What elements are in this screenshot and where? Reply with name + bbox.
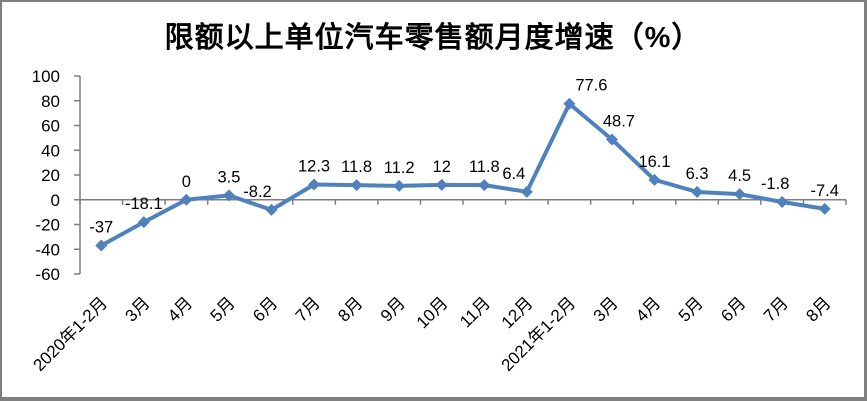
data-label: -37 bbox=[89, 219, 113, 237]
data-label: 77.6 bbox=[575, 77, 607, 95]
data-label: 0 bbox=[182, 173, 191, 191]
data-point-marker bbox=[478, 179, 491, 192]
x-category-label: 7月 bbox=[292, 293, 324, 325]
data-label: 4.5 bbox=[728, 167, 751, 185]
data-point-marker bbox=[435, 178, 448, 191]
chart-title: 限额以上单位汽车零售额月度增速（%） bbox=[164, 22, 702, 54]
data-label: 12 bbox=[433, 158, 451, 176]
y-tick-label: -20 bbox=[35, 216, 60, 235]
x-category-label: 4月 bbox=[164, 293, 196, 325]
data-label: 11.8 bbox=[469, 158, 500, 176]
x-category-label: 10月 bbox=[413, 293, 452, 332]
y-tick-label: 80 bbox=[41, 92, 60, 111]
data-label: 11.2 bbox=[384, 159, 415, 177]
data-label: -8.2 bbox=[243, 183, 271, 201]
data-point-marker bbox=[776, 195, 789, 208]
x-category-label: 5月 bbox=[675, 293, 707, 325]
y-tick-label: 20 bbox=[41, 166, 60, 185]
data-label: 6.3 bbox=[686, 165, 709, 183]
x-category-label: 8月 bbox=[334, 293, 366, 325]
data-point-marker bbox=[733, 188, 746, 201]
y-tick-label: 0 bbox=[51, 191, 60, 210]
series-line bbox=[99, 101, 827, 248]
data-label: 48.7 bbox=[603, 112, 635, 130]
x-category-label: 9月 bbox=[377, 293, 409, 325]
x-category-label: 6月 bbox=[249, 293, 281, 325]
data-point-marker bbox=[265, 203, 278, 216]
data-point-marker bbox=[818, 202, 831, 215]
x-category-label: 11月 bbox=[456, 293, 494, 331]
x-category-label: 7月 bbox=[760, 293, 792, 325]
data-point-marker bbox=[691, 185, 704, 198]
data-point-marker bbox=[648, 173, 661, 186]
y-tick-label: -60 bbox=[35, 265, 60, 284]
x-category-label: 2020年1-2月 bbox=[30, 293, 112, 375]
data-label: 11.8 bbox=[341, 158, 372, 176]
data-point-marker bbox=[563, 97, 576, 110]
x-category-label: 6月 bbox=[717, 293, 749, 325]
x-category-label: 3月 bbox=[122, 293, 154, 325]
data-label: -18.1 bbox=[125, 195, 163, 213]
y-tick-label: 40 bbox=[41, 141, 60, 160]
x-category-label: 12月 bbox=[498, 293, 537, 332]
x-category-label: 8月 bbox=[802, 293, 834, 325]
data-point-marker bbox=[520, 185, 533, 198]
y-tick-label: 100 bbox=[32, 67, 60, 86]
y-tick-label: 60 bbox=[41, 117, 60, 136]
data-label: 12.3 bbox=[298, 158, 330, 176]
data-label: 6.4 bbox=[502, 165, 525, 183]
x-category-label: 3月 bbox=[590, 293, 622, 325]
data-point-marker bbox=[222, 189, 235, 202]
x-category-label: 5月 bbox=[207, 293, 239, 325]
data-point-marker bbox=[605, 133, 618, 146]
data-label: -1.8 bbox=[761, 175, 789, 193]
data-label: -7.4 bbox=[811, 182, 839, 200]
y-tick-label: -40 bbox=[35, 240, 60, 259]
data-label: 16.1 bbox=[638, 153, 670, 171]
data-point-marker bbox=[137, 216, 150, 229]
data-point-marker bbox=[308, 178, 321, 191]
data-label: 3.5 bbox=[217, 168, 240, 186]
data-point-marker bbox=[180, 193, 193, 206]
data-point-marker bbox=[95, 239, 108, 252]
x-category-label: 4月 bbox=[632, 293, 664, 325]
data-point-marker bbox=[393, 179, 406, 192]
data-point-marker bbox=[350, 179, 363, 192]
